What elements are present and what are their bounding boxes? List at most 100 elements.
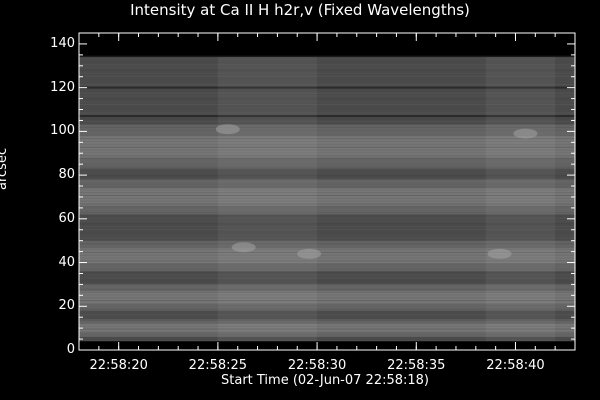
streak	[79, 223, 575, 225]
x-tick-label: 22:58:20	[89, 358, 148, 373]
streak	[79, 217, 575, 219]
bright-blob-4	[513, 128, 538, 139]
streak	[79, 58, 575, 60]
streak	[79, 308, 575, 310]
x-tick-label: 22:58:35	[387, 358, 446, 373]
streak	[79, 334, 575, 336]
streak	[79, 189, 575, 191]
x-tick-label: 22:58:25	[188, 358, 248, 373]
streak	[79, 248, 575, 250]
streak	[79, 163, 575, 165]
streak	[79, 328, 575, 330]
streak	[79, 280, 575, 282]
streak	[79, 214, 575, 216]
streak	[79, 237, 575, 239]
streak	[79, 283, 575, 285]
bright-band-core-4	[79, 323, 575, 333]
bright-band-core-2	[79, 248, 575, 264]
streak	[79, 260, 575, 262]
streak	[79, 172, 575, 174]
streak	[79, 129, 575, 131]
streak	[79, 109, 575, 111]
streak	[79, 254, 575, 256]
bright-band-core-1	[79, 188, 575, 206]
streak	[79, 331, 575, 333]
streak	[79, 197, 575, 199]
streak	[79, 92, 575, 94]
y-tick-label: 120	[50, 79, 75, 95]
streak	[79, 180, 575, 182]
streak	[79, 81, 575, 83]
streak	[79, 291, 575, 293]
streak	[79, 140, 575, 142]
streak	[79, 226, 575, 228]
streak	[79, 203, 575, 205]
streak	[79, 194, 575, 196]
streak	[79, 158, 575, 160]
bright-blob-2	[297, 248, 322, 259]
streak	[79, 206, 575, 208]
streak	[79, 209, 575, 211]
dark-line-1	[79, 86, 575, 89]
bright-band-core-0	[79, 135, 575, 158]
y-tick-label: 40	[58, 254, 75, 270]
bright-band-1	[79, 179, 575, 215]
streak	[79, 126, 575, 128]
streak	[79, 123, 575, 125]
streak	[79, 132, 575, 134]
streak	[79, 67, 575, 69]
streak	[79, 192, 575, 194]
streak	[79, 152, 575, 154]
streak	[79, 271, 575, 273]
bright-band-3	[79, 284, 575, 311]
streak	[79, 314, 575, 316]
streak	[79, 317, 575, 319]
streak	[79, 285, 575, 287]
bright-blob-3	[487, 248, 512, 259]
streak	[79, 263, 575, 265]
streak	[79, 112, 575, 114]
streak	[79, 118, 575, 120]
streak	[79, 234, 575, 236]
streak	[79, 297, 575, 299]
heatmap-area	[79, 55, 575, 342]
streak	[79, 95, 575, 97]
streak	[79, 135, 575, 137]
streak	[79, 339, 575, 341]
bright-time-segment	[485, 57, 556, 342]
streak	[79, 75, 575, 77]
streak	[79, 322, 575, 324]
streak	[79, 231, 575, 233]
streak	[79, 229, 575, 231]
streak	[79, 101, 575, 103]
streak	[79, 55, 575, 57]
bright-time-segment	[217, 57, 318, 342]
streak	[79, 146, 575, 148]
streak	[79, 169, 575, 171]
streak	[79, 143, 575, 145]
streak	[79, 61, 575, 63]
x-axis-label: Start Time (02-Jun-07 22:58:18)	[221, 373, 429, 388]
streak	[79, 257, 575, 259]
streak	[79, 64, 575, 66]
streak	[79, 300, 575, 302]
y-tick-label: 20	[58, 298, 75, 314]
axes	[78, 32, 576, 351]
streak	[79, 337, 575, 339]
streak	[79, 320, 575, 322]
streak	[79, 277, 575, 279]
streak	[79, 302, 575, 304]
streak	[79, 166, 575, 168]
y-tick-label: 0	[66, 342, 75, 357]
streak	[79, 84, 575, 86]
streak	[79, 266, 575, 268]
streak	[79, 177, 575, 179]
streak	[79, 106, 575, 108]
y-tick-label: 80	[58, 167, 75, 183]
streak	[79, 305, 575, 307]
streak	[79, 183, 575, 185]
streak	[79, 274, 575, 276]
streak	[79, 294, 575, 296]
streak	[79, 200, 575, 202]
